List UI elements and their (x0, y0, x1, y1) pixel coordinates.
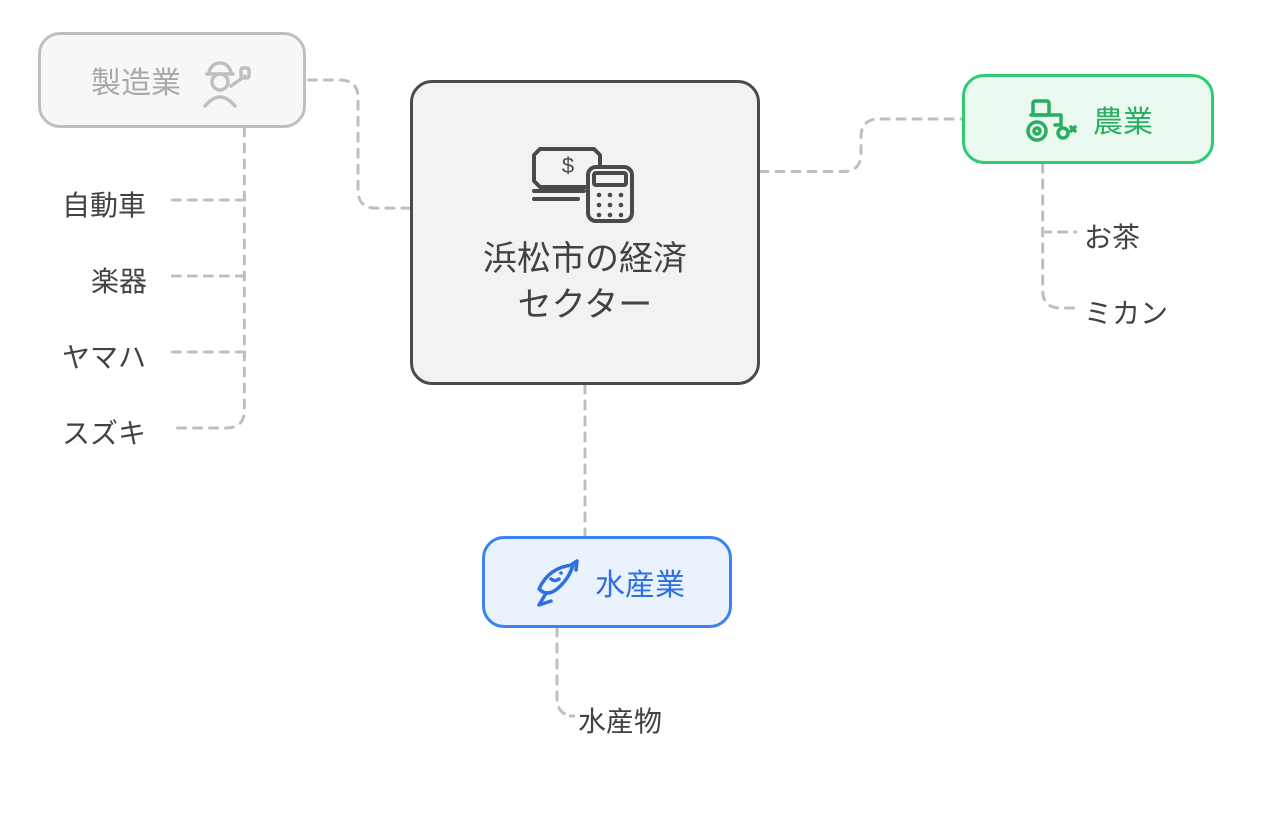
leaf-manufacturing-0: 自動車 (62, 184, 146, 224)
worker-icon (193, 50, 253, 110)
leaf-agriculture-0: お茶 (1084, 216, 1140, 256)
branch-agriculture: 農業 (962, 74, 1214, 164)
tractor-icon (1023, 95, 1081, 143)
svg-text:$: $ (562, 153, 574, 178)
center-title: 浜松市の経済セクター (475, 237, 695, 329)
branch-agriculture-label: 農業 (1093, 97, 1153, 141)
leaf-manufacturing-2: ヤマハ (62, 336, 146, 376)
center-node: $ 浜松市の経済セクター (410, 80, 760, 385)
fish-icon (529, 555, 583, 609)
branch-manufacturing-label: 製造業 (91, 58, 181, 102)
leaf-fisheries-0: 水産物 (578, 700, 662, 740)
leaf-manufacturing-1: 楽器 (91, 260, 147, 300)
branch-manufacturing: 製造業 (38, 32, 306, 128)
branch-fisheries-label: 水産業 (595, 560, 685, 604)
leaf-manufacturing-3: スズキ (62, 412, 146, 452)
money-calculator-icon: $ (530, 137, 640, 225)
branch-fisheries: 水産業 (482, 536, 732, 628)
leaf-agriculture-1: ミカン (1084, 292, 1168, 332)
